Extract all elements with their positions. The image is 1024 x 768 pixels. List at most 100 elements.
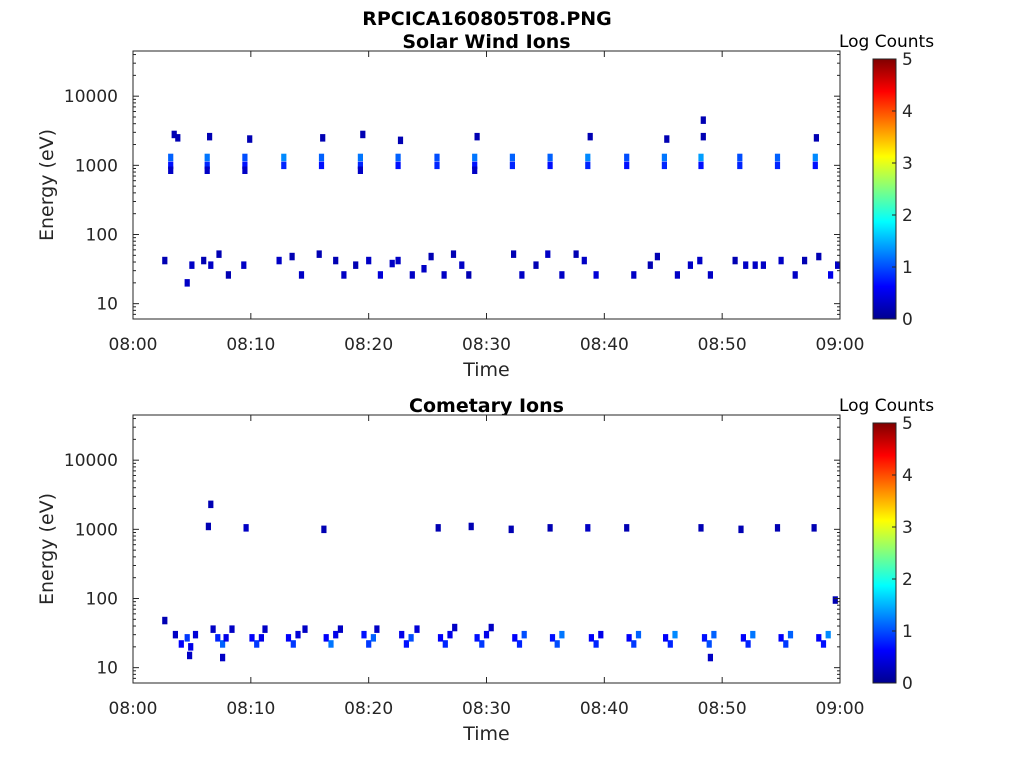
x-tick-label: 08:10 — [226, 335, 275, 355]
heatmap-cell — [752, 261, 758, 269]
heatmap-cell — [353, 261, 359, 269]
heatmap-cell — [220, 653, 226, 662]
heatmap-cell — [483, 630, 490, 639]
heatmap-cell — [706, 640, 712, 648]
heatmap-cell — [593, 271, 599, 279]
heatmap-cell — [573, 250, 579, 258]
y-tick-label: 10000 — [64, 451, 118, 471]
x-axis-label: Time — [462, 359, 510, 381]
x-tick-label: 08:00 — [109, 699, 158, 719]
heatmap-cell — [414, 625, 420, 633]
y-tick-label: 10 — [96, 295, 118, 315]
heatmap-cell — [672, 630, 678, 639]
heatmap-cell — [397, 136, 404, 145]
heatmap-cell — [624, 153, 630, 162]
heatmap-cell — [442, 640, 448, 648]
heatmap-cell — [533, 261, 539, 269]
heatmap-cell — [333, 256, 339, 265]
heatmap-cell — [357, 153, 363, 162]
heatmap-cell — [316, 250, 322, 258]
heatmap-cell — [361, 630, 367, 639]
heatmap-cell — [559, 630, 565, 639]
colorbar-tick-label: 4 — [902, 102, 913, 122]
heatmap-cell — [247, 135, 253, 143]
heatmap-cell — [225, 271, 231, 279]
heatmap-cell — [813, 134, 819, 142]
heatmap-cell — [732, 256, 738, 265]
y-tick-label: 10000 — [64, 87, 118, 107]
colorbar-tick-label: 3 — [902, 518, 913, 538]
x-tick-label: 08:30 — [462, 699, 511, 719]
heatmap-cell — [559, 271, 565, 279]
x-tick-label: 08:40 — [580, 335, 629, 355]
heatmap-cell — [172, 630, 178, 639]
heatmap-cell — [516, 640, 523, 648]
plot-area — [133, 51, 840, 319]
heatmap-cell — [740, 634, 746, 642]
heatmap-cell — [626, 634, 632, 642]
heatmap-cell — [750, 630, 756, 639]
heatmap-cell — [774, 524, 781, 532]
panel-title: Solar Wind Ions — [402, 31, 570, 53]
heatmap-cell — [512, 634, 518, 642]
heatmap-cell — [707, 271, 713, 279]
heatmap-cell — [707, 653, 713, 662]
x-tick-label: 08:50 — [698, 335, 747, 355]
cometary-ions-panel: Cometary Ions 08:00 08:10 08:20 08:30 08:40 08… — [36, 395, 934, 745]
colorbar-tick-label: 2 — [902, 570, 913, 590]
heatmap-cell — [743, 261, 749, 269]
heatmap-cell — [812, 161, 818, 170]
colorbar — [872, 58, 897, 320]
heatmap-cell — [192, 630, 199, 639]
colorbar-tick-label: 0 — [902, 310, 913, 330]
heatmap-cell — [208, 500, 214, 509]
heatmap-cell — [333, 630, 339, 639]
heatmap-cell — [409, 271, 415, 279]
heatmap-cell — [366, 256, 372, 265]
heatmap-cell — [787, 630, 794, 639]
heatmap-cell — [395, 161, 401, 170]
heatmap-cell — [635, 630, 642, 639]
heatmap-cell — [374, 625, 380, 633]
x-tick-label: 08:30 — [462, 335, 511, 355]
heatmap-cell — [631, 640, 637, 648]
colorbar-tick-label: 3 — [902, 154, 913, 174]
heatmap-cell — [215, 634, 221, 642]
heatmap-cell — [242, 153, 248, 162]
heatmap-cell — [661, 161, 667, 170]
heatmap-cell — [674, 271, 680, 279]
heatmap-cell — [468, 522, 474, 531]
heatmap-cell — [663, 634, 669, 642]
heatmap-cell — [168, 166, 174, 174]
heatmap-cell — [472, 153, 478, 162]
heatmap-cell — [631, 271, 637, 279]
heatmap-cell — [783, 640, 789, 648]
heatmap-cell — [204, 166, 210, 174]
x-axis-label: Time — [462, 723, 510, 745]
heatmap-cell — [178, 640, 184, 648]
heatmap-cell — [700, 116, 706, 124]
heatmap-cell — [547, 153, 553, 162]
heatmap-cell — [545, 250, 551, 258]
heatmap-cell — [828, 271, 834, 279]
y-axis-label: Energy (eV) — [36, 493, 58, 605]
heatmap-cell — [168, 161, 174, 170]
heatmap-cell — [816, 634, 822, 642]
heatmap-cell — [395, 256, 401, 265]
heatmap-cell — [276, 256, 282, 265]
heatmap-cell — [774, 161, 781, 170]
heatmap-cell — [295, 630, 301, 639]
heatmap-cell — [441, 271, 447, 279]
heatmap-cell — [289, 252, 295, 261]
heatmap-cell — [474, 132, 480, 141]
colorbar — [872, 422, 897, 684]
heatmap-cell — [323, 634, 329, 642]
y-tick-label: 10 — [96, 659, 118, 679]
heatmap-cell — [554, 640, 560, 648]
heatmap-cell — [547, 161, 553, 170]
x-tick-label: 08:50 — [698, 699, 747, 719]
heatmap-cell — [598, 630, 604, 639]
heatmap-cell — [664, 135, 670, 143]
heatmap-cell — [667, 640, 673, 648]
heatmap-cell — [488, 623, 494, 632]
